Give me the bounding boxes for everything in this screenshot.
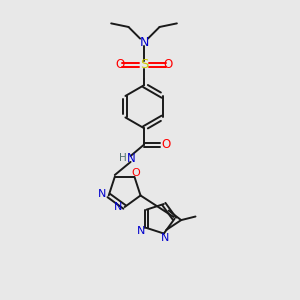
Text: N: N	[114, 202, 122, 212]
Text: O: O	[163, 58, 172, 71]
Text: O: O	[132, 168, 140, 178]
Text: N: N	[137, 226, 145, 236]
Text: N: N	[139, 36, 149, 49]
Text: O: O	[116, 58, 125, 71]
Text: S: S	[140, 58, 148, 71]
Text: N: N	[127, 152, 136, 166]
Text: O: O	[161, 138, 170, 151]
Text: H: H	[119, 153, 126, 164]
Text: N: N	[98, 189, 106, 199]
Text: N: N	[161, 233, 170, 243]
